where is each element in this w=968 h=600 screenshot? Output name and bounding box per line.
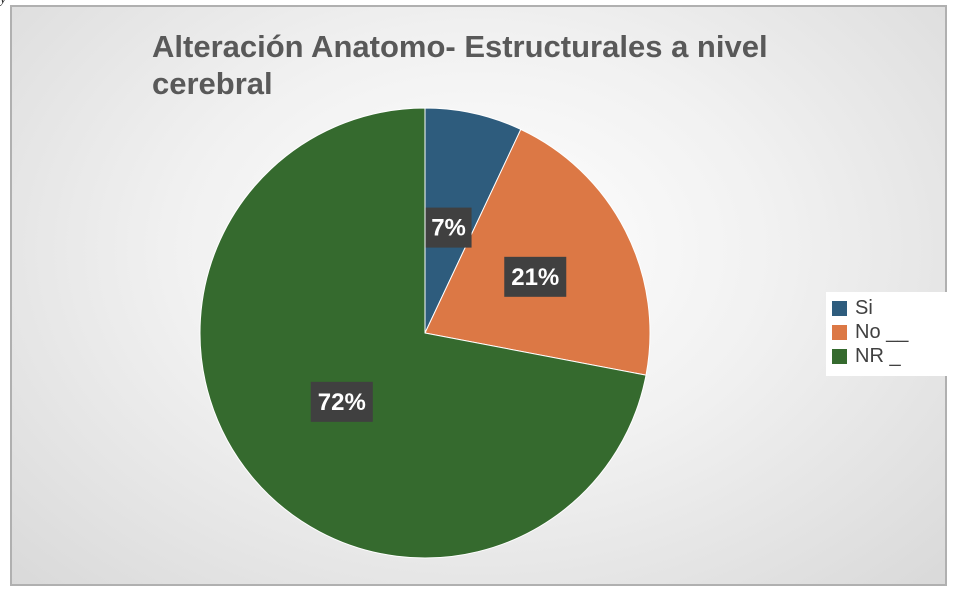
legend: Si No __ NR _	[826, 292, 950, 376]
pie-slice-no	[424, 128, 651, 376]
data-label-box-nr	[310, 381, 373, 422]
data-label-si: 7%	[425, 207, 472, 248]
pie-slice-nr	[199, 107, 647, 559]
legend-swatch-no	[832, 324, 847, 340]
legend-item-si: Si	[832, 296, 950, 320]
data-label-no: 21%	[504, 256, 567, 297]
legend-swatch-nr	[832, 348, 847, 364]
data-label-box-no	[504, 256, 567, 297]
legend-label-si: Si	[855, 296, 873, 319]
legend-item-no: No __	[832, 320, 950, 344]
data-label-nr: 72%	[310, 381, 373, 422]
data-label-text-nr: 72%	[318, 389, 366, 416]
page-fragment-text: y	[0, 0, 60, 8]
legend-swatch-si	[832, 300, 847, 316]
legend-label-nr: NR _	[855, 344, 901, 367]
data-label-box-si	[425, 207, 472, 248]
data-label-text-no: 21%	[511, 264, 559, 291]
legend-label-no: No __	[855, 320, 909, 343]
chart-title: Alteración Anatomo- Estructurales a nive…	[152, 29, 768, 101]
data-label-text-si: 7%	[431, 215, 466, 242]
legend-item-nr: NR _	[832, 344, 950, 368]
